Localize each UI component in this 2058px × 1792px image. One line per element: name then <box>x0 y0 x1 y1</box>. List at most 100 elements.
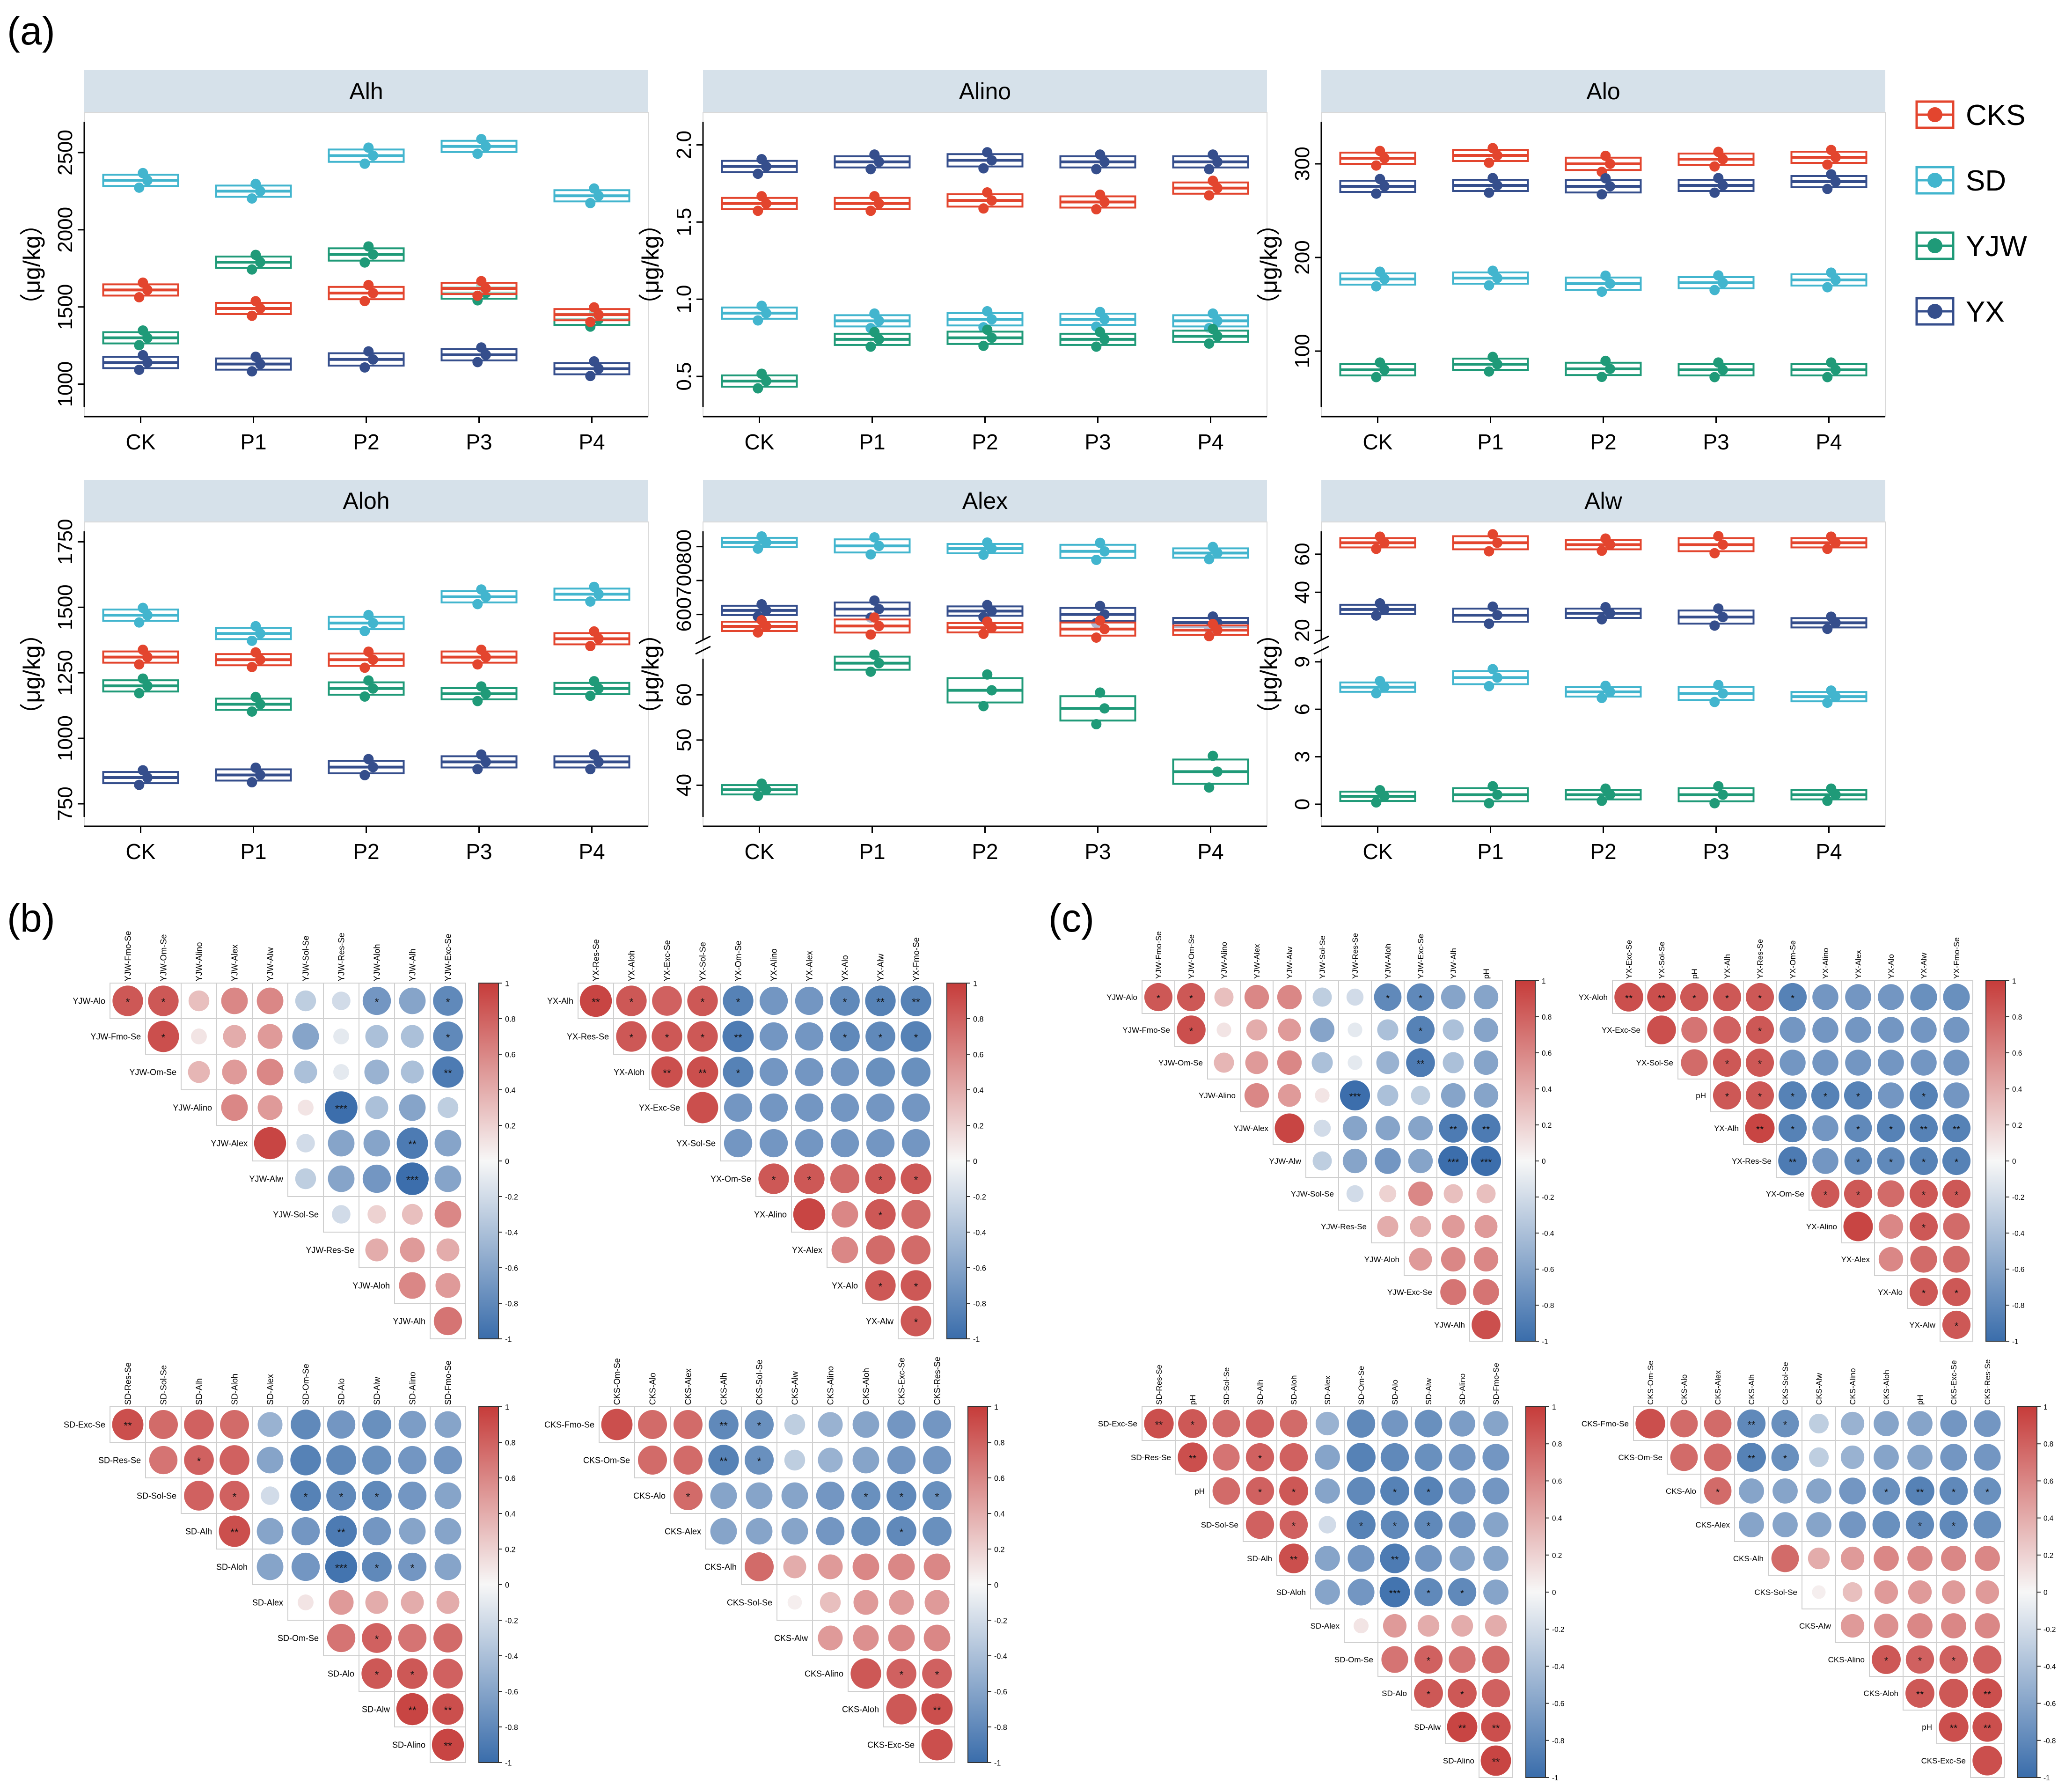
Alo-y-tick-label: 200 <box>1291 240 1314 274</box>
heatmap-col-label: YJW-Om-Se <box>159 934 168 982</box>
heatmap-col-label: CKS-Res-Se <box>1983 1359 1992 1405</box>
heatmap-circle <box>1473 1050 1499 1075</box>
box-Alw-YX-P2-point <box>1597 614 1607 625</box>
colorbar-tick-label: 0.4 <box>2043 1515 2054 1523</box>
heatmap-circle <box>865 985 896 1016</box>
colorbar-tick-label: -0.6 <box>1552 1700 1564 1708</box>
heatmap-circle <box>112 1409 144 1440</box>
heatmap-col-label: SD-Alex <box>265 1374 275 1405</box>
heatmap-significance: * <box>1460 1587 1464 1599</box>
box-Alino-CKS-CK-point <box>761 198 771 209</box>
heatmap-circle <box>1178 1442 1208 1472</box>
heatmap-circle <box>1910 1246 1937 1273</box>
x-tick-label: P3 <box>1703 839 1729 864</box>
box-Aloh-CKS-CK-point <box>134 659 145 670</box>
Alw-lower-y-tick-label: 6 <box>1291 704 1314 715</box>
colorbar-tick-label: 0.8 <box>1552 1440 1562 1448</box>
heatmap-circle <box>1441 1083 1466 1108</box>
legend-dot-YX <box>1927 304 1942 319</box>
heatmap-circle <box>1449 1511 1476 1538</box>
heatmap-circle <box>1377 1019 1399 1041</box>
heatmap-c-SD: SD-Res-Se pH SD-Sol-Se SD-Alh SD-Aloh SD-Alex… <box>1098 1363 1565 1782</box>
heatmap-circle <box>759 1129 788 1158</box>
heatmap-row-label: SD-Aloh <box>1276 1588 1306 1597</box>
heatmap-significance: * <box>1922 1189 1926 1200</box>
heatmap-row-label: SD-Alh <box>1247 1554 1272 1563</box>
heatmap-significance: ** <box>1950 1722 1958 1733</box>
heatmap-circle <box>1481 1712 1511 1742</box>
heatmap-significance: ** <box>592 996 600 1008</box>
box-Alino-CKS-CK-point <box>753 206 763 216</box>
heatmap-row-label: YX-Alex <box>1841 1255 1870 1264</box>
heatmap-b-SD: SD-Res-Se SD-Sol-Se SD-Alh SD-Aloh SD-Alex SD… <box>64 1360 518 1767</box>
heatmap-row-label: YJW-Alex <box>1234 1124 1269 1133</box>
heatmap-significance: * <box>1918 1655 1922 1666</box>
heatmap-circle <box>1844 1179 1873 1208</box>
Alw-upper-y-tick-label: 20 <box>1291 619 1314 642</box>
heatmap-significance: ** <box>719 1420 728 1432</box>
heatmap-circle <box>1277 1050 1302 1075</box>
heatmap-significance: * <box>1692 992 1696 1004</box>
heatmap-col-label: CKS-Alino <box>1848 1368 1857 1405</box>
heatmap-circle <box>1809 1447 1829 1468</box>
box-Aloh-YX-CK-point <box>142 772 153 783</box>
heatmap-circle <box>616 1021 647 1052</box>
heatmap-circle <box>1614 983 1643 1012</box>
heatmap-circle <box>1216 1022 1231 1037</box>
heatmap-row-label: CKS-Alex <box>1695 1520 1730 1529</box>
heatmap-circle <box>296 1134 315 1153</box>
box-Alw-YX-P1-point <box>1487 601 1498 612</box>
heatmap-circle <box>1315 1445 1340 1470</box>
heatmap-circle <box>434 1553 461 1580</box>
Alex-upper-y-tick-label: 800 <box>673 529 696 564</box>
heatmap-significance: * <box>1955 1156 1958 1168</box>
heatmap-col-label: SD-Alw <box>1424 1378 1433 1405</box>
heatmap-circle <box>1347 1510 1376 1539</box>
heatmap-circle <box>1909 1179 1938 1208</box>
heatmap-significance: * <box>1191 1419 1194 1430</box>
heatmap-circle <box>396 1162 429 1195</box>
heatmap-circle <box>1845 1050 1871 1076</box>
box-Alh-CKS-P4-point <box>593 309 604 320</box>
box-Alo-CKS-P4-point <box>1822 159 1833 170</box>
axis-break-mark <box>1313 646 1329 655</box>
heatmap-significance: * <box>375 996 379 1008</box>
heatmap-circle <box>1414 1410 1443 1438</box>
heatmap-row-label: CKS-Om-Se <box>1619 1453 1663 1462</box>
heatmap-significance: ** <box>408 1704 417 1716</box>
heatmap-significance: * <box>843 996 847 1008</box>
heatmap-circle <box>759 986 788 1015</box>
heatmap-col-label: CKS-Exc-Se <box>897 1358 906 1405</box>
box-Alo-CKS-CK-point <box>1379 153 1390 163</box>
box-Alo-YJW-P1-point <box>1492 359 1502 369</box>
box-Alex-CKS-P3-point <box>1099 624 1110 634</box>
box-Alh-YX-P1-point <box>247 366 257 377</box>
heatmap-circle <box>432 1056 464 1088</box>
heatmap-circle <box>1144 983 1173 1012</box>
heatmap-significance: ** <box>124 1420 132 1432</box>
box-Alex-YJW-P1-point <box>865 666 876 677</box>
heatmap-circle <box>434 1518 461 1545</box>
box-Alo-SD-P2-point <box>1600 270 1611 281</box>
heatmap-circle <box>223 1025 246 1048</box>
heatmap-col-label: pH <box>1482 969 1491 979</box>
box-Alex-CKS-CK-point <box>753 627 763 638</box>
box-Alh-YX-P2-point <box>359 362 370 373</box>
heatmap-circle <box>795 1093 824 1122</box>
axis-break-mark <box>695 646 711 655</box>
heatmap-row-label: CKS-Alo <box>633 1491 666 1500</box>
colorbar-tick-label: 0 <box>2043 1589 2048 1597</box>
box-Alo-YJW-P1-point <box>1484 366 1494 377</box>
colorbar-tick-label: -0.2 <box>2043 1626 2056 1634</box>
heatmap-circle <box>830 986 860 1016</box>
heatmap-row-label: YJW-Alo <box>73 996 105 1006</box>
heatmap-significance: ** <box>698 1067 707 1079</box>
heatmap-significance: *** <box>406 1174 419 1186</box>
box-Alex-YX-P2-point <box>986 606 997 617</box>
box-Alino-YJW-P2-point <box>986 332 997 343</box>
heatmap-circle <box>1448 1679 1477 1708</box>
heatmap-circle <box>1647 1015 1676 1044</box>
heatmap-circle <box>1346 988 1364 1006</box>
box-Alino-CKS-P3-point <box>1099 197 1110 207</box>
heatmap-significance: * <box>126 996 130 1008</box>
